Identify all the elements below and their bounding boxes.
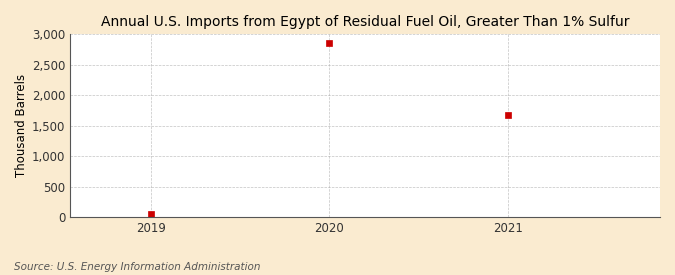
Y-axis label: Thousand Barrels: Thousand Barrels [15,74,28,177]
Text: Source: U.S. Energy Information Administration: Source: U.S. Energy Information Administ… [14,262,260,272]
Title: Annual U.S. Imports from Egypt of Residual Fuel Oil, Greater Than 1% Sulfur: Annual U.S. Imports from Egypt of Residu… [101,15,630,29]
